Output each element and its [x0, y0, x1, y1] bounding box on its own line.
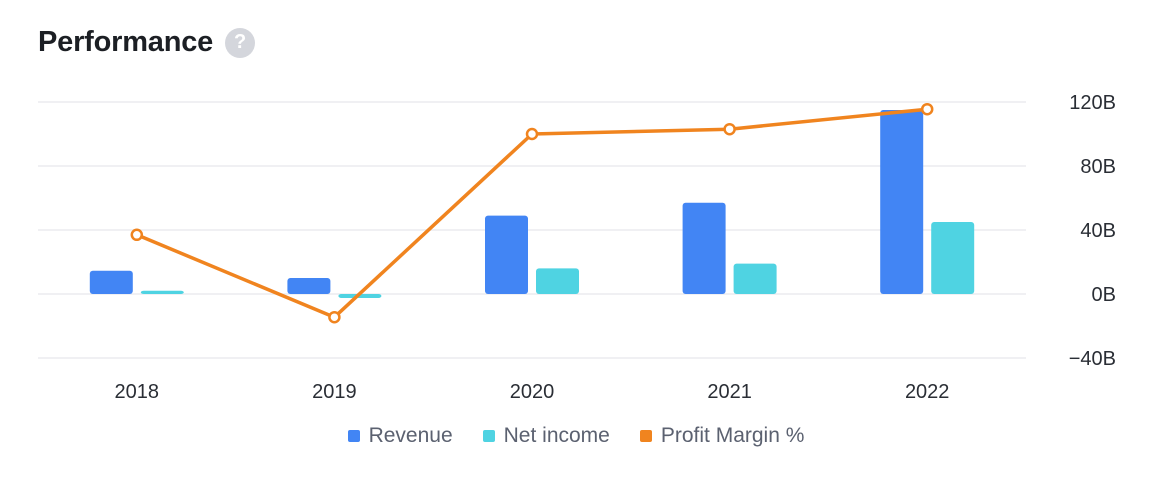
legend-swatch	[347, 430, 360, 442]
legend-swatch	[639, 430, 652, 442]
profit-margin-line	[135, 107, 929, 319]
y-tick-label: 40B	[1080, 220, 1116, 242]
revenue-bar	[682, 202, 726, 294]
net-income-bar	[733, 263, 777, 294]
page-title: Performance	[38, 26, 214, 58]
profit-margin-point	[723, 122, 736, 136]
performance-chart: 120B 80B 40B 0B −40B 2018 2019 2020 2021 2022	[38, 92, 1116, 403]
legend-item[interactable]: Profit Margin %	[639, 424, 805, 448]
x-tick-label: 2021	[707, 381, 752, 403]
profit-margin-point	[130, 228, 144, 242]
chart-legend: Revenue Net income Profit Margin %	[0, 424, 1152, 448]
profit-margin-point	[525, 127, 539, 141]
net-income-bar	[536, 268, 579, 294]
revenue-bar	[880, 110, 924, 294]
y-tick-label: 80B	[1080, 156, 1116, 178]
x-tick-label: 2020	[510, 381, 555, 403]
revenue-bar	[485, 215, 528, 294]
card-header: Performance ?	[38, 26, 256, 59]
legend-item[interactable]: Net income	[482, 424, 610, 448]
x-tick-label: 2018	[115, 381, 160, 403]
x-tick-label: 2022	[905, 381, 950, 403]
x-tick-label: 2019	[312, 381, 357, 403]
legend-label: Net income	[503, 424, 610, 447]
help-icon[interactable]: ?	[225, 27, 256, 58]
y-tick-label: 0B	[1092, 284, 1116, 306]
net-income-bar	[931, 222, 975, 294]
profit-margin-point	[920, 102, 934, 116]
revenue-bar	[89, 270, 133, 294]
legend-swatch	[482, 430, 495, 442]
legend-label: Revenue	[368, 424, 453, 447]
y-tick-label: 120B	[1069, 92, 1116, 114]
legend-label: Profit Margin %	[660, 424, 805, 447]
y-tick-label: −40B	[1069, 348, 1116, 370]
revenue-bar	[287, 278, 331, 294]
profit-margin-point	[328, 310, 341, 324]
legend-item[interactable]: Revenue	[347, 424, 453, 448]
net-income-bar	[338, 294, 382, 298]
net-income-bar	[140, 290, 184, 294]
